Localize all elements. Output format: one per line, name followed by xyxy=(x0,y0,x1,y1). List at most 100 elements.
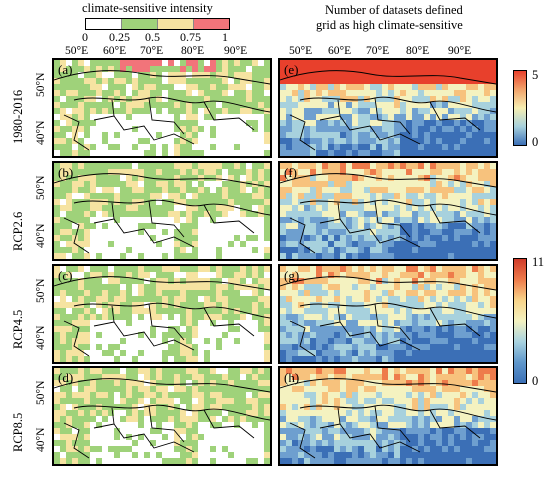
map-cell xyxy=(478,422,484,428)
map-cell xyxy=(192,266,198,272)
map-cell xyxy=(132,290,138,296)
map-cell xyxy=(484,356,490,362)
map-cell xyxy=(204,114,210,120)
map-cell xyxy=(448,398,454,404)
map-cell xyxy=(156,78,162,84)
map-cell xyxy=(246,398,252,404)
map-cell xyxy=(72,428,78,434)
map-cell xyxy=(126,422,132,428)
map-cell xyxy=(186,302,192,308)
map-cell xyxy=(168,223,174,229)
map-cell xyxy=(376,440,382,446)
map-cell xyxy=(180,114,186,120)
map-cell xyxy=(162,102,168,108)
map-cell xyxy=(234,253,240,259)
map-cell xyxy=(382,332,388,338)
map-cell xyxy=(310,332,316,338)
map-cell xyxy=(246,84,252,90)
map-cell xyxy=(198,78,204,84)
map-cell xyxy=(430,187,436,193)
map-cell xyxy=(370,266,376,272)
map-cell xyxy=(114,132,120,138)
map-cell xyxy=(412,296,418,302)
map-cell xyxy=(234,452,240,458)
map-cell xyxy=(382,404,388,410)
map-cell xyxy=(346,404,352,410)
map-cell xyxy=(298,290,304,296)
map-cell xyxy=(96,120,102,126)
map-cell xyxy=(400,66,406,72)
map-cell xyxy=(84,326,90,332)
map-cell xyxy=(310,187,316,193)
map-cell xyxy=(150,163,156,169)
map-cell xyxy=(430,78,436,84)
map-cell xyxy=(424,428,430,434)
map-cell xyxy=(442,60,448,66)
map-cell xyxy=(126,290,132,296)
map-cell xyxy=(346,253,352,259)
map-cell xyxy=(310,138,316,144)
map-cell xyxy=(310,440,316,446)
map-cell xyxy=(304,272,310,278)
map-cell xyxy=(174,138,180,144)
map-cell xyxy=(222,380,228,386)
map-cell xyxy=(186,199,192,205)
map-cell xyxy=(54,386,60,392)
map-cell xyxy=(240,193,246,199)
map-cell xyxy=(156,175,162,181)
map-cell xyxy=(406,253,412,259)
map-cell xyxy=(258,434,264,440)
map-cell xyxy=(216,138,222,144)
map-cell xyxy=(264,66,270,72)
map-cell xyxy=(264,199,270,205)
map-cell xyxy=(162,290,168,296)
map-cell xyxy=(246,428,252,434)
map-cell xyxy=(448,284,454,290)
map-cell xyxy=(280,163,286,169)
panel-label-e: (e) xyxy=(284,62,299,77)
map-cell xyxy=(448,344,454,350)
map-cell xyxy=(54,247,60,253)
map-cell xyxy=(222,132,228,138)
map-cell xyxy=(84,241,90,247)
map-cell xyxy=(156,60,162,66)
map-cell xyxy=(370,416,376,422)
map-cell xyxy=(340,284,346,290)
map-cell xyxy=(54,332,60,338)
map-cell xyxy=(472,410,478,416)
map-cell xyxy=(484,247,490,253)
map-cell xyxy=(114,284,120,290)
map-cell xyxy=(316,144,322,150)
map-cell xyxy=(192,84,198,90)
map-cell xyxy=(364,247,370,253)
map-cell xyxy=(162,326,168,332)
map-cell xyxy=(216,229,222,235)
map-cell xyxy=(484,368,490,374)
map-cell xyxy=(466,181,472,187)
map-cell xyxy=(102,247,108,253)
map-cell xyxy=(490,205,496,211)
map-cell xyxy=(436,266,442,272)
map-cell xyxy=(304,368,310,374)
map-cell xyxy=(96,392,102,398)
map-cell xyxy=(352,169,358,175)
map-cell xyxy=(222,440,228,446)
map-cell xyxy=(258,72,264,78)
map-cell xyxy=(114,278,120,284)
map-cell xyxy=(222,326,228,332)
map-cell xyxy=(228,278,234,284)
map-cell xyxy=(114,247,120,253)
map-cell xyxy=(376,217,382,223)
map-cell xyxy=(60,392,66,398)
map-cell xyxy=(424,356,430,362)
map-cell xyxy=(388,392,394,398)
map-cell xyxy=(168,84,174,90)
map-cell xyxy=(418,66,424,72)
map-cell xyxy=(388,193,394,199)
map-cell xyxy=(162,410,168,416)
map-cell xyxy=(376,296,382,302)
map-cell xyxy=(418,78,424,84)
map-cell xyxy=(102,290,108,296)
map-cell xyxy=(132,144,138,150)
map-cell xyxy=(90,114,96,120)
